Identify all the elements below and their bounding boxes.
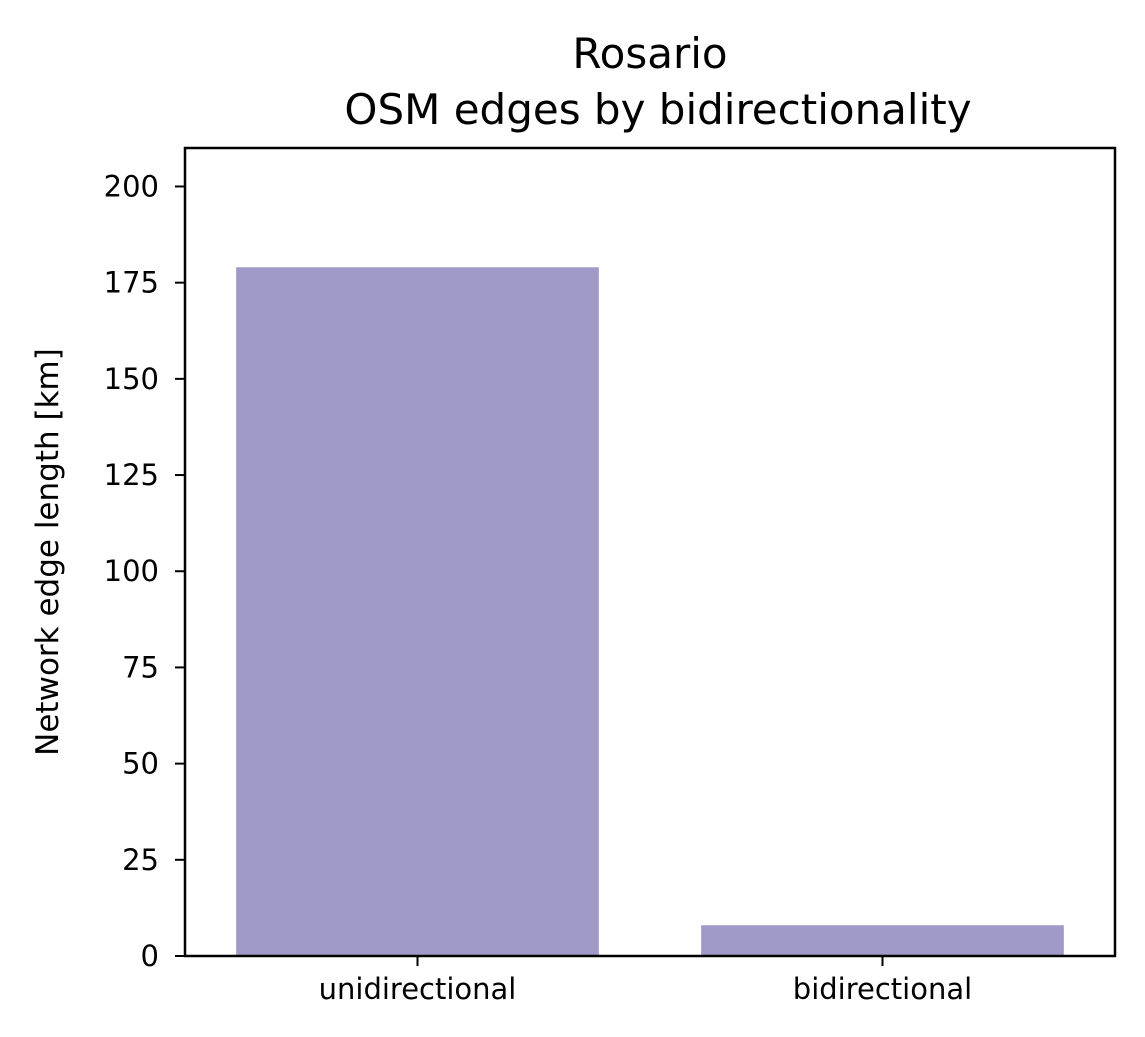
y-tick-label: 100 — [104, 554, 159, 588]
x-tick-label: bidirectional — [793, 972, 972, 1006]
y-tick-label: 125 — [104, 458, 159, 492]
chart-subtitle: OSM edges by bidirectionality — [344, 85, 971, 134]
x-axis: unidirectional bidirectional — [319, 956, 972, 1006]
bars-group — [236, 267, 1064, 956]
y-tick-label: 200 — [104, 169, 159, 203]
plot-frame — [183, 146, 1117, 958]
y-tick-label: 25 — [122, 843, 159, 877]
x-tick-label: unidirectional — [319, 972, 517, 1006]
chart-title: Rosario — [572, 29, 727, 78]
y-axis-label: Network edge length [km] — [30, 348, 66, 756]
y-axis: 0 25 50 75 100 125 150 175 200 — [104, 169, 185, 973]
y-tick-label: 150 — [104, 362, 159, 396]
y-tick-label: 175 — [104, 266, 159, 300]
y-tick-label: 50 — [122, 747, 159, 781]
y-tick-label: 0 — [141, 939, 159, 973]
y-tick-label: 75 — [122, 650, 159, 684]
bar-unidirectional — [236, 267, 599, 956]
bar-bidirectional — [701, 925, 1064, 956]
